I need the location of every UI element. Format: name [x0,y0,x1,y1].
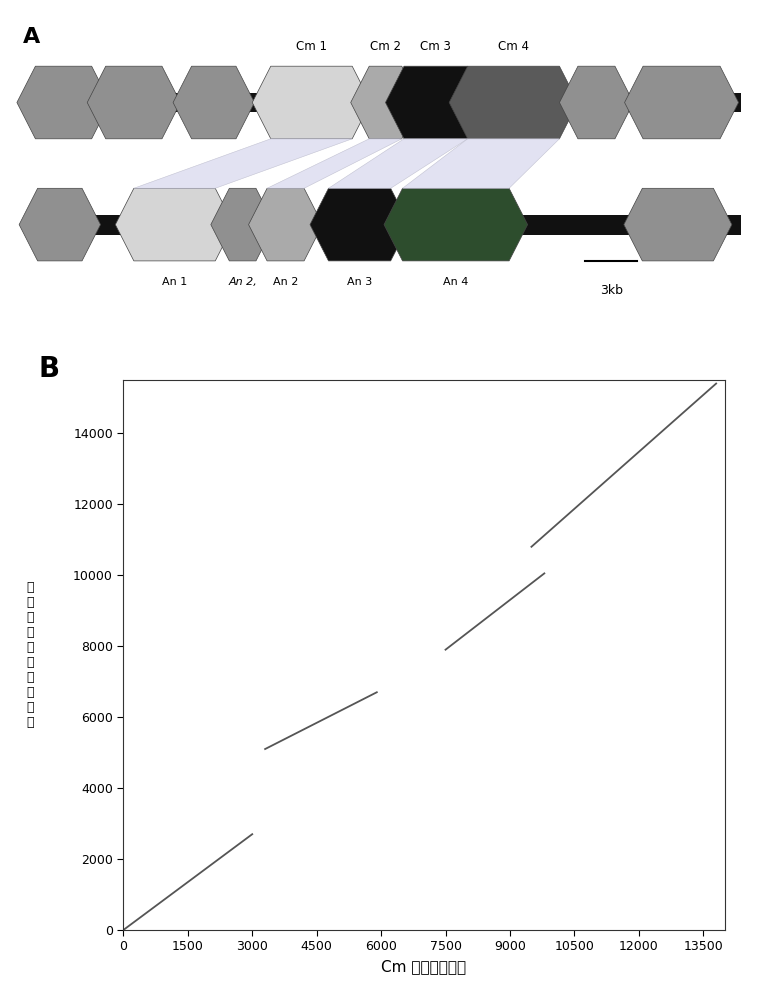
Polygon shape [625,66,739,139]
Text: Cm 3: Cm 3 [420,40,451,53]
Text: An 4: An 4 [443,277,469,287]
Polygon shape [87,66,180,139]
Polygon shape [560,66,634,139]
Polygon shape [248,188,322,261]
Text: An 3: An 3 [347,277,372,287]
Polygon shape [384,188,527,261]
Polygon shape [267,139,402,188]
Polygon shape [351,66,420,139]
Text: An 2: An 2 [273,277,298,287]
Text: B: B [39,355,59,383]
Text: Cm 2: Cm 2 [370,40,401,53]
Polygon shape [173,66,254,139]
Polygon shape [624,188,732,261]
Text: A: A [23,27,40,47]
Text: An 2,: An 2, [228,277,257,287]
Polygon shape [386,66,487,139]
Polygon shape [19,188,100,261]
Polygon shape [134,139,352,188]
Polygon shape [210,188,274,261]
X-axis label: Cm 虫草素基因簇: Cm 虫草素基因簇 [382,959,466,974]
Text: 3kb: 3kb [600,284,623,297]
Polygon shape [402,139,560,188]
Bar [30,215,741,234]
Text: Cm 1: Cm 1 [296,40,327,53]
Polygon shape [449,66,578,139]
Y-axis label: 继
因
簇
基
因
素
草
蠍
串
田: 继 因 簇 基 因 素 草 蠍 串 田 [27,581,34,729]
Polygon shape [252,66,371,139]
Text: Cm 4: Cm 4 [498,40,529,53]
Bar [30,93,741,112]
Polygon shape [310,188,409,261]
Polygon shape [17,66,110,139]
Polygon shape [328,139,468,188]
Text: An 1: An 1 [162,277,187,287]
Polygon shape [116,188,234,261]
